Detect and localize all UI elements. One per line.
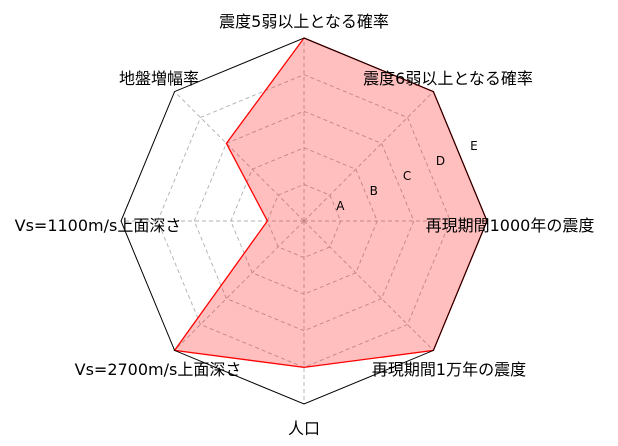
spoke-7 xyxy=(174,91,305,222)
axis-label-0: 震度5弱以上となる確率 xyxy=(219,12,389,31)
axis-label-1: 震度6弱以上となる確率 xyxy=(363,69,533,88)
axis-label-7: 地盤増幅率 xyxy=(119,69,199,88)
ring-label-A: A xyxy=(336,199,345,213)
axis-label-6: Vs=1100m/s上面深さ xyxy=(15,216,182,235)
ring-label-D: D xyxy=(436,154,445,168)
axis-label-5: Vs=2700m/s上面深さ xyxy=(75,360,242,379)
spoke-5 xyxy=(174,220,305,351)
radar-frame xyxy=(120,37,488,405)
grid-ring-3 xyxy=(193,110,415,332)
axis-label-4: 人口 xyxy=(288,419,320,438)
grid-layer xyxy=(121,38,487,404)
label-layer: A B C D E 震度5弱以上となる確率震度6弱以上となる確率再現期間1000年の震度再… xyxy=(15,12,595,438)
ring-label-C: C xyxy=(403,169,411,183)
axis-label-2: 再現期間1000年の震度 xyxy=(426,216,595,235)
spoke-1 xyxy=(303,91,434,222)
data-layer xyxy=(120,37,488,405)
ring-label-E: E xyxy=(470,139,478,153)
spoke-3 xyxy=(303,220,434,351)
axis-label-3: 再現期間1万年の震度 xyxy=(372,360,526,379)
ring-label-B: B xyxy=(370,184,378,198)
